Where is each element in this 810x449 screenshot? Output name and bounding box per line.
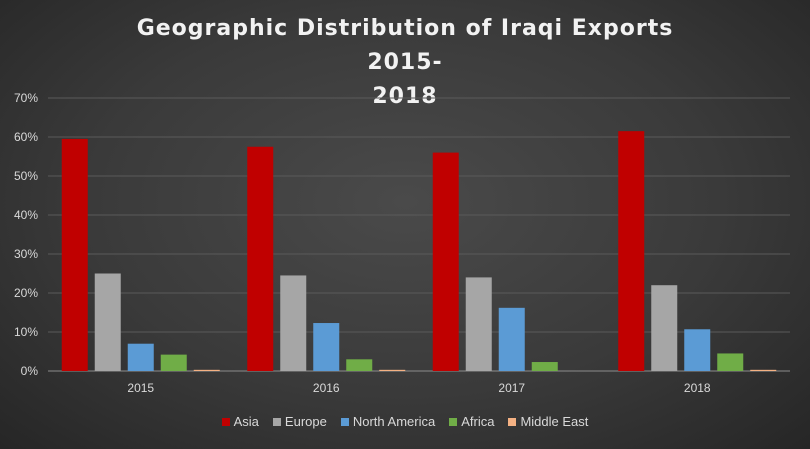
bar-africa-2018: [717, 353, 744, 371]
y-tick-label: 40%: [14, 208, 38, 222]
y-tick-label: 70%: [14, 91, 38, 105]
bar-asia-2017: [432, 152, 459, 371]
bar-north-america-2016: [313, 323, 340, 371]
bar-europe-2018: [651, 285, 678, 371]
bar-north-america-2018: [684, 329, 711, 371]
chart-title: Geographic Distribution of Iraqi Exports…: [105, 12, 705, 114]
legend-item: Africa: [449, 414, 494, 429]
legend-swatch: [449, 417, 458, 426]
bar-north-america-2015: [127, 343, 154, 371]
bar-asia-2016: [247, 146, 274, 371]
legend-item: Asia: [221, 414, 259, 429]
bar-middle-east-2018: [750, 369, 777, 371]
legend-label: Europe: [284, 414, 327, 429]
x-tick-label: 2017: [498, 381, 525, 395]
y-tick-label: 20%: [14, 286, 38, 300]
x-tick-label: 2016: [313, 381, 340, 395]
x-tick-label: 2015: [127, 381, 154, 395]
legend-swatch: [508, 417, 517, 426]
legend-label: Africa: [461, 414, 495, 429]
bar-europe-2015: [94, 273, 121, 371]
bar-asia-2018: [618, 131, 645, 371]
legend-item: Europe: [272, 414, 327, 429]
bar-middle-east-2016: [379, 369, 406, 371]
legend-swatch: [221, 417, 230, 426]
legend-label: Middle East: [520, 414, 589, 429]
legend-label: Asia: [233, 414, 259, 429]
y-tick-label: 10%: [14, 325, 38, 339]
x-tick-label: 2018: [684, 381, 711, 395]
legend-label: North America: [352, 414, 436, 429]
bar-middle-east-2015: [193, 369, 220, 371]
y-tick-label: 50%: [14, 169, 38, 183]
bar-europe-2016: [280, 275, 307, 371]
legend: Asia Europe North America Africa Middle East: [0, 414, 810, 429]
legend-item: North America: [340, 414, 436, 429]
bar-north-america-2017: [498, 307, 525, 371]
bar-africa-2017: [531, 362, 558, 371]
bar-asia-2015: [61, 138, 88, 371]
bar-africa-2016: [346, 359, 373, 371]
y-tick-label: 0%: [21, 364, 39, 378]
chart-title-line-2: 2018: [372, 84, 438, 109]
bar-africa-2015: [160, 354, 187, 371]
legend-item: Middle East: [508, 414, 588, 429]
legend-swatch: [340, 417, 349, 426]
bar-europe-2017: [465, 277, 492, 371]
y-tick-label: 30%: [14, 247, 38, 261]
legend-swatch: [272, 417, 281, 426]
y-tick-label: 60%: [14, 130, 38, 144]
chart-title-line-1: Geographic Distribution of Iraqi Exports…: [136, 16, 674, 75]
